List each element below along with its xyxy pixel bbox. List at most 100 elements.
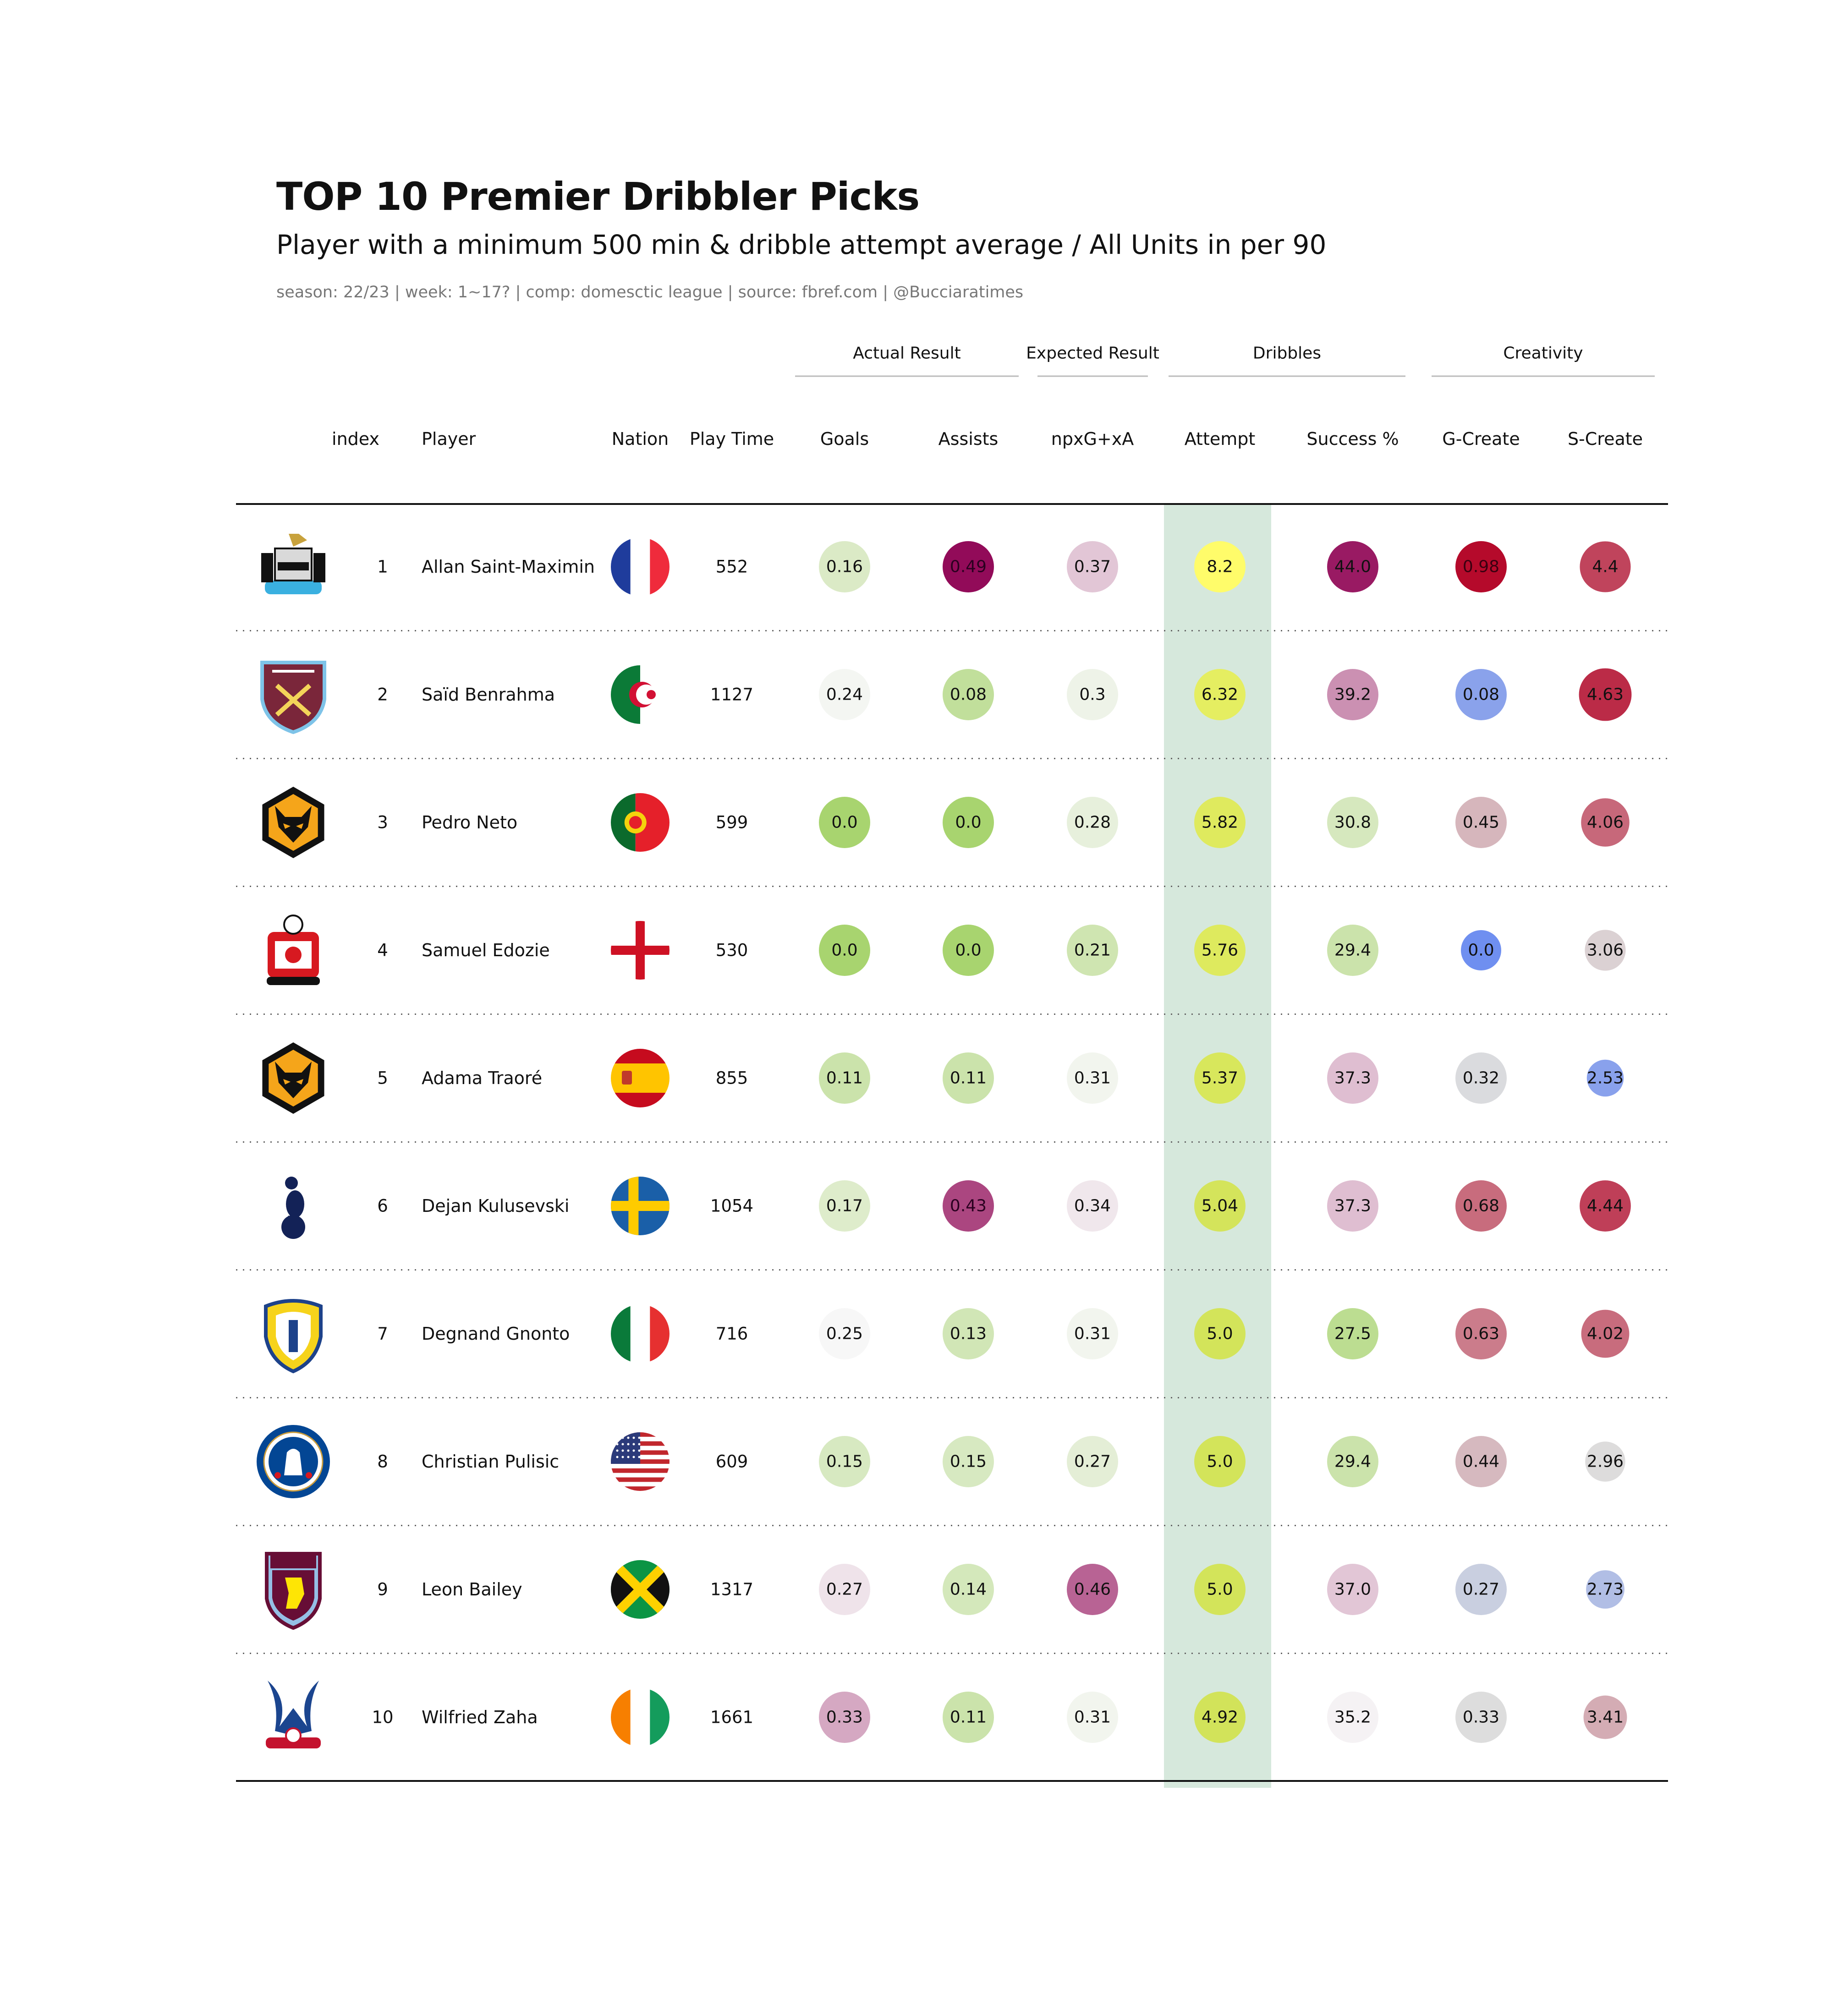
table-row: 10 Wilfried Zaha 1661 0.33 0.11 0.31 4.92 35.2 0… xyxy=(266,1681,1627,1748)
g-create-value: 0.63 xyxy=(1463,1325,1499,1343)
g-create-value-bubble xyxy=(1455,1308,1507,1359)
flag-ivory-coast xyxy=(611,1688,670,1747)
npxg-xa-value-bubble xyxy=(1067,1180,1118,1232)
npxg-xa-value: 0.21 xyxy=(1074,941,1111,960)
success-value: 37.3 xyxy=(1334,1069,1371,1088)
success-value: 29.4 xyxy=(1334,941,1371,960)
assists-value: 0.13 xyxy=(950,1325,987,1343)
row-index: 3 xyxy=(377,813,388,833)
s-create-value-bubble xyxy=(1581,1309,1630,1358)
success-value-bubble xyxy=(1327,1436,1378,1487)
success-value-bubble xyxy=(1327,1308,1378,1359)
goals-value: 0.17 xyxy=(826,1197,863,1216)
attempt-value: 8.2 xyxy=(1207,558,1233,576)
table-row: 2 Saïd Benrahma 1127 0.24 0.08 0.3 6.32 39.2 0.0… xyxy=(260,661,1632,734)
attempt-value: 5.37 xyxy=(1202,1069,1238,1088)
newcastle-crest xyxy=(261,534,325,594)
npxg-xa-value-bubble xyxy=(1067,797,1118,848)
npxg-xa-value: 0.31 xyxy=(1074,1325,1111,1343)
column-header-index: index xyxy=(332,429,379,449)
table-row: 9 Leon Bailey 1317 0.27 0.14 0.46 5.0 37.0 0.27 2… xyxy=(265,1552,1624,1630)
west-ham-crest xyxy=(260,661,326,734)
attempt-value-bubble xyxy=(1194,1308,1246,1359)
column-header-player: Player xyxy=(422,429,476,449)
success-value-bubble xyxy=(1327,1052,1378,1104)
s-create-value: 4.63 xyxy=(1587,685,1624,704)
wolves-crest xyxy=(262,787,324,858)
npxg-xa-value: 0.34 xyxy=(1074,1197,1111,1216)
row-index: 6 xyxy=(377,1196,388,1216)
flag-portugal xyxy=(611,793,670,852)
goals-value-bubble xyxy=(819,1052,870,1104)
npxg-xa-value-bubble xyxy=(1067,925,1118,976)
goals-value: 0.24 xyxy=(826,685,863,704)
column-header-goals: Goals xyxy=(820,429,869,449)
column-header-g-create: G-Create xyxy=(1442,429,1520,449)
play-time: 855 xyxy=(716,1068,748,1088)
goals-value-bubble xyxy=(819,1564,870,1615)
tottenham-crest xyxy=(281,1177,305,1239)
g-create-value-bubble xyxy=(1455,1564,1507,1615)
success-value-bubble xyxy=(1327,797,1378,848)
attempt-value-bubble xyxy=(1194,1052,1246,1104)
attempt-value-bubble xyxy=(1194,541,1246,592)
row-index: 1 xyxy=(377,557,388,577)
assists-value: 0.11 xyxy=(950,1708,987,1727)
table-row: 3 Pedro Neto 599 0.0 0.0 0.28 5.82 30.8 0.45 4.06 xyxy=(262,787,1630,858)
play-time: 609 xyxy=(716,1452,748,1472)
npxg-xa-value: 0.31 xyxy=(1074,1069,1111,1088)
flag-france xyxy=(611,537,670,596)
flag-sweden xyxy=(611,1177,670,1235)
npxg-xa-value-bubble xyxy=(1067,669,1118,720)
success-value: 39.2 xyxy=(1334,685,1371,704)
row-index: 9 xyxy=(377,1580,388,1600)
player-name: Degnand Gnonto xyxy=(422,1324,570,1344)
table-row: 8 Christian Pulisic 609 0.15 0.15 0.27 5.0 29.4… xyxy=(257,1425,1625,1498)
goals-value: 0.0 xyxy=(831,941,857,960)
npxg-xa-value: 0.31 xyxy=(1074,1708,1111,1727)
g-create-value-bubble xyxy=(1455,797,1507,848)
assists-value-bubble xyxy=(943,1436,994,1487)
chart-caption: season: 22/23 | week: 1~17? | comp: dome… xyxy=(276,283,1024,301)
npxg-xa-value-bubble xyxy=(1067,1436,1118,1487)
crystal-palace-crest xyxy=(266,1681,321,1748)
player-name: Pedro Neto xyxy=(422,812,517,833)
attempt-value: 5.0 xyxy=(1207,1452,1233,1471)
assists-value: 0.15 xyxy=(950,1452,987,1471)
attempt-value-bubble xyxy=(1194,1692,1246,1743)
flag-spain xyxy=(611,1049,670,1107)
s-create-value-bubble xyxy=(1585,1441,1625,1482)
wolves-crest xyxy=(262,1042,324,1114)
assists-value-bubble xyxy=(943,1564,994,1615)
assists-value: 0.0 xyxy=(955,813,981,832)
player-name: Adama Traoré xyxy=(422,1068,542,1088)
g-create-value-bubble xyxy=(1455,541,1507,592)
success-value: 30.8 xyxy=(1334,813,1371,832)
table-row: 6 Dejan Kulusevski 1054 0.17 0.43 0.34 5.04 37.… xyxy=(281,1177,1631,1239)
g-create-value-bubble xyxy=(1455,1180,1507,1232)
row-index: 10 xyxy=(372,1708,393,1727)
play-time: 599 xyxy=(716,813,748,833)
g-create-value: 0.44 xyxy=(1463,1452,1499,1471)
play-time: 1054 xyxy=(710,1196,753,1216)
g-create-value-bubble xyxy=(1461,930,1501,970)
flag-jamaica xyxy=(611,1560,670,1619)
assists-value: 0.43 xyxy=(950,1197,987,1216)
flag-algeria xyxy=(611,665,670,724)
goals-value: 0.33 xyxy=(826,1708,863,1727)
row-index: 5 xyxy=(377,1068,388,1088)
s-create-value: 4.02 xyxy=(1587,1325,1624,1343)
npxg-xa-value-bubble xyxy=(1067,1308,1118,1359)
goals-value-bubble xyxy=(819,1308,870,1359)
s-create-value: 4.44 xyxy=(1587,1197,1624,1216)
npxg-xa-value: 0.46 xyxy=(1074,1580,1111,1599)
flag-italy xyxy=(611,1304,670,1363)
s-create-value-bubble xyxy=(1580,541,1631,592)
success-value-bubble xyxy=(1327,669,1378,720)
npxg-xa-value-bubble xyxy=(1067,1052,1118,1104)
g-create-value: 0.98 xyxy=(1463,558,1499,576)
g-create-value: 0.32 xyxy=(1463,1069,1499,1088)
npxg-xa-value-bubble xyxy=(1067,541,1118,592)
row-index: 8 xyxy=(377,1452,388,1472)
